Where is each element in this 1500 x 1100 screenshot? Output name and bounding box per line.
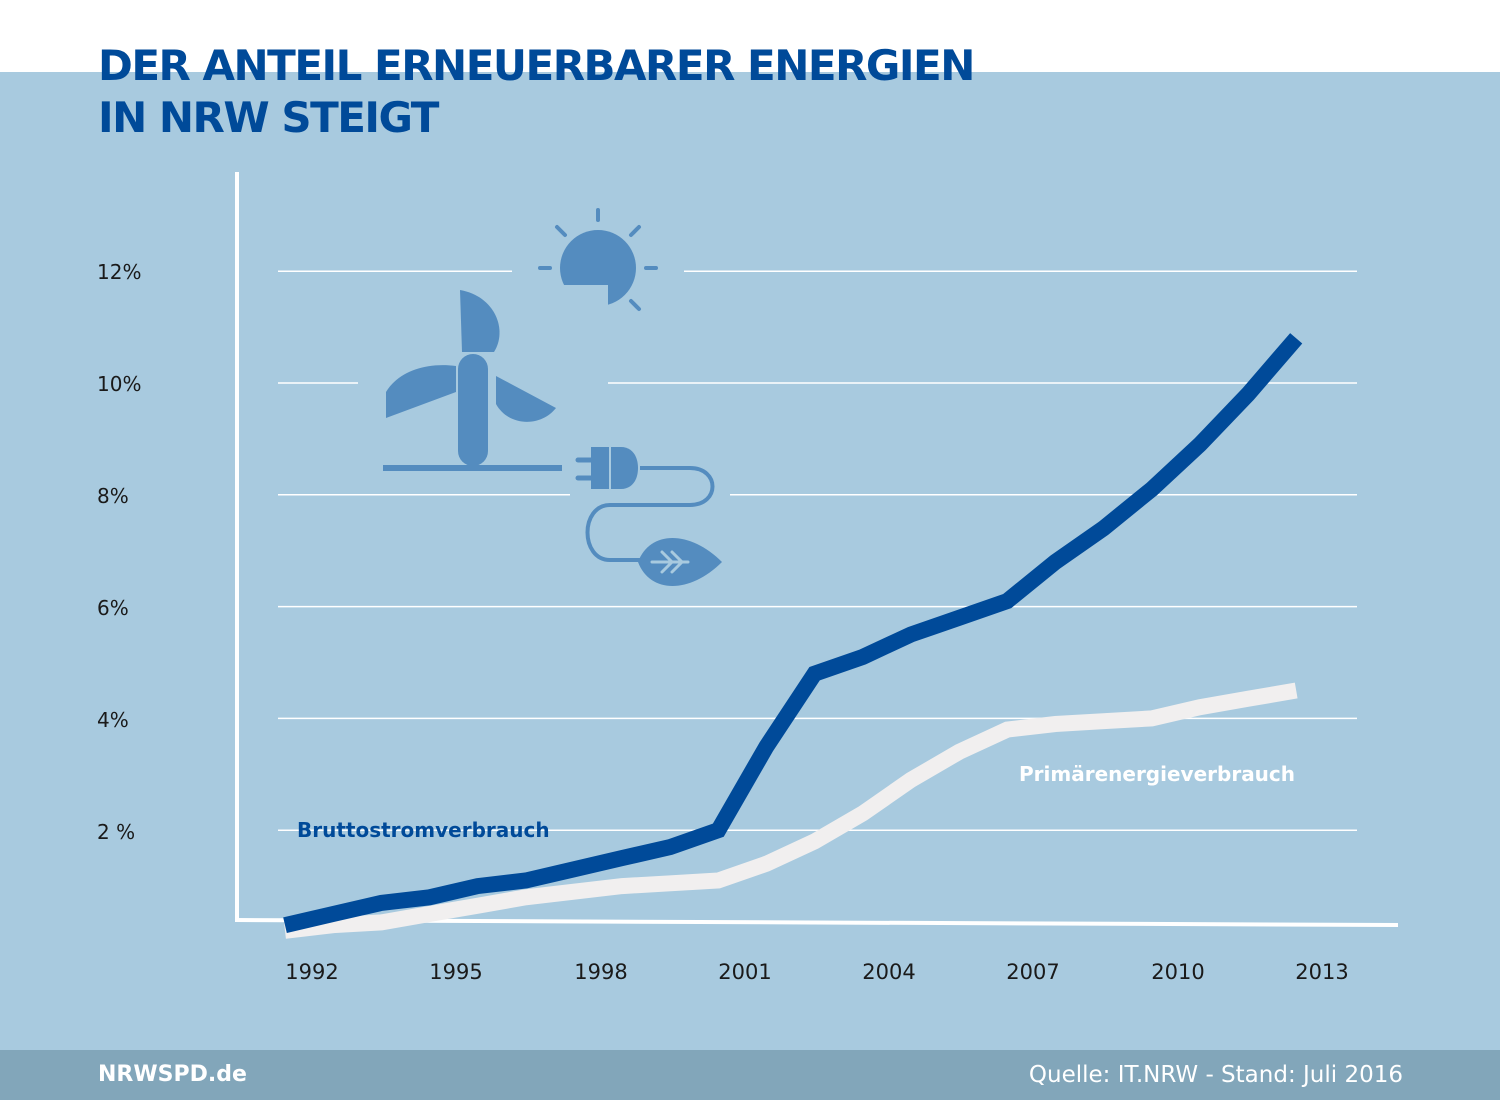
- y-tick-label: 4%: [97, 708, 129, 732]
- footer-brand: NRWSPD.de: [98, 1062, 247, 1087]
- line-chart: 2 % 4% 6% 8% 10% 12% 1992 1995 1998 2001…: [97, 172, 1399, 984]
- energy-icons: [358, 208, 730, 600]
- footer-bar: [0, 1050, 1500, 1100]
- x-tick-label: 2010: [1151, 960, 1204, 984]
- y-tick-label: 8%: [97, 484, 129, 508]
- series-line-bruttostromverbrauch: [283, 333, 1303, 933]
- x-tick-label: 1992: [285, 960, 338, 984]
- plug-leaf-icon: [570, 440, 730, 600]
- x-tick-label: 2007: [1006, 960, 1059, 984]
- chart-title-line-2: IN NRW STEIGT: [98, 93, 439, 142]
- x-tick-label: 2001: [718, 960, 771, 984]
- x-tick-label: 1998: [574, 960, 627, 984]
- y-tick-label: 6%: [97, 596, 129, 620]
- series-line-primaerenergieverbrauch: [284, 682, 1298, 939]
- x-tick-label: 1995: [429, 960, 482, 984]
- footer-source: Quelle: IT.NRW - Stand: Juli 2016: [1028, 1062, 1403, 1088]
- background-panel: [0, 72, 1500, 1050]
- y-tick-label: 2 %: [97, 820, 135, 844]
- series-label-bruttostromverbrauch: Bruttostromverbrauch: [297, 818, 550, 842]
- series-label-primaerenergieverbrauch: Primärenergieverbrauch: [1019, 762, 1295, 786]
- wind-turbine-icon: [358, 285, 608, 485]
- y-tick-label: 10%: [97, 372, 141, 396]
- y-tick-label: 12%: [97, 260, 141, 284]
- x-tick-label: 2013: [1295, 960, 1348, 984]
- chart-title-line-1: DER ANTEIL ERNEUERBARER ENERGIEN: [98, 41, 975, 90]
- x-tick-label: 2004: [862, 960, 915, 984]
